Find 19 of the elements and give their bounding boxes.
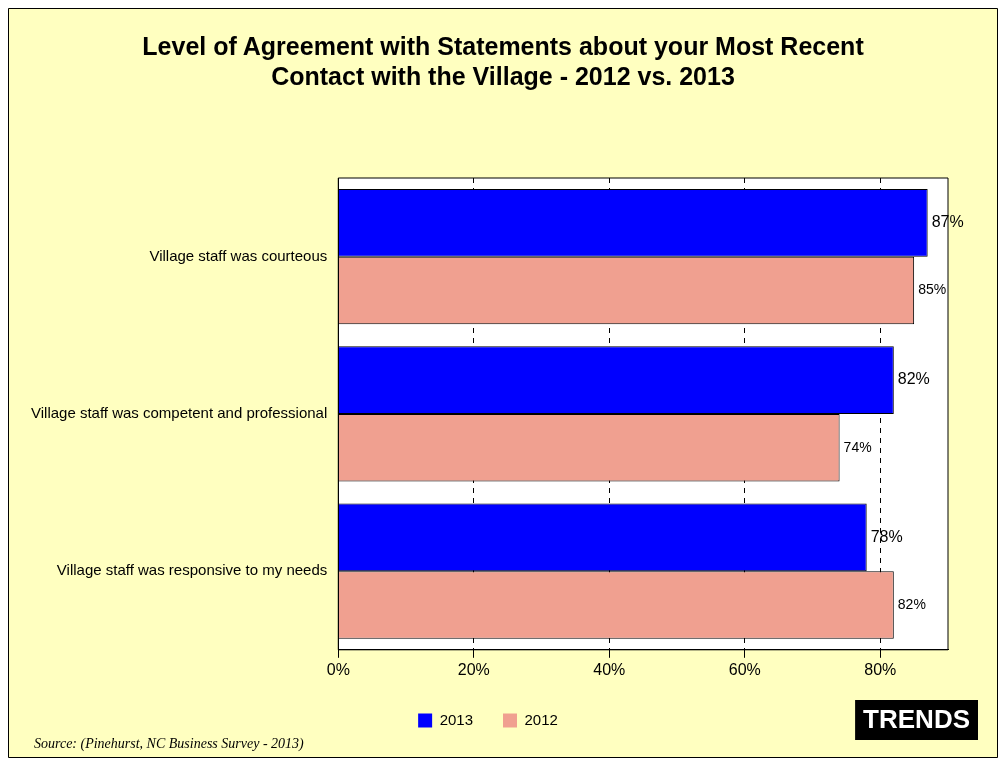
chart-title: Level of Agreement with Statements about your Most Recent Contact with the Village - 2012 vs. 2013 <box>142 32 865 91</box>
data-label: 85% <box>918 281 947 298</box>
legend-label: 2012 <box>524 710 558 728</box>
y-tick-label: Village staff was courteous <box>149 246 328 264</box>
data-label: 87% <box>931 213 964 231</box>
y-tick-label: Village staff was responsive to my needs <box>56 561 328 579</box>
source-note: Source: (Pinehurst, NC Business Survey - 2013) <box>34 736 305 752</box>
y-tick-label: Village staff was competent and professional <box>31 404 328 422</box>
data-label: 82% <box>897 595 926 612</box>
x-tick-label: 0% <box>326 660 350 678</box>
data-label: 74% <box>843 438 872 455</box>
data-label: 78% <box>870 527 903 545</box>
data-label: 82% <box>897 370 930 388</box>
x-tick-label: 40% <box>593 660 626 678</box>
legend-label: 2013 <box>439 710 474 728</box>
x-tick-label: 20% <box>457 660 490 678</box>
text: TRENDS <box>863 704 971 735</box>
x-tick-label: 60% <box>728 660 761 678</box>
x-tick-label: 80% <box>864 660 897 678</box>
